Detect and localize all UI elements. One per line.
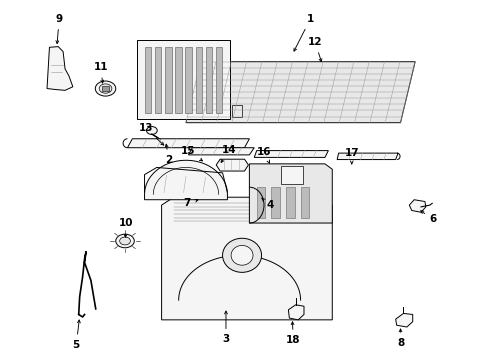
Polygon shape — [144, 160, 227, 200]
Ellipse shape — [95, 81, 116, 96]
Polygon shape — [185, 62, 414, 123]
Text: 17: 17 — [344, 148, 358, 164]
Text: 7: 7 — [183, 198, 198, 208]
Polygon shape — [395, 314, 412, 327]
Polygon shape — [195, 46, 202, 113]
Text: 18: 18 — [285, 322, 300, 345]
Polygon shape — [127, 139, 249, 148]
Text: 14: 14 — [221, 145, 236, 162]
Polygon shape — [285, 187, 294, 218]
Ellipse shape — [231, 246, 252, 265]
Polygon shape — [102, 86, 109, 91]
Ellipse shape — [116, 234, 134, 248]
Text: 16: 16 — [256, 147, 271, 163]
Polygon shape — [137, 40, 229, 119]
Text: 3: 3 — [222, 311, 229, 344]
Ellipse shape — [146, 127, 157, 134]
Polygon shape — [281, 166, 303, 184]
Text: 2: 2 — [165, 144, 172, 165]
Polygon shape — [288, 305, 304, 320]
Polygon shape — [175, 46, 181, 113]
Text: 15: 15 — [181, 145, 202, 161]
Text: 5: 5 — [73, 320, 80, 350]
Text: 9: 9 — [56, 14, 62, 44]
Polygon shape — [165, 46, 171, 113]
Ellipse shape — [120, 237, 130, 245]
Polygon shape — [47, 46, 73, 90]
Polygon shape — [336, 153, 397, 159]
Polygon shape — [300, 187, 309, 218]
Polygon shape — [232, 105, 242, 117]
Text: 4: 4 — [261, 198, 273, 210]
Text: 8: 8 — [396, 329, 404, 348]
Polygon shape — [256, 187, 265, 218]
Polygon shape — [254, 150, 328, 157]
Polygon shape — [271, 187, 280, 218]
Text: 1: 1 — [293, 14, 313, 51]
Ellipse shape — [222, 238, 261, 273]
Polygon shape — [155, 46, 161, 113]
Polygon shape — [144, 46, 151, 113]
Text: 10: 10 — [119, 219, 134, 237]
Polygon shape — [185, 46, 191, 113]
Polygon shape — [205, 46, 212, 113]
Ellipse shape — [99, 84, 112, 93]
Polygon shape — [188, 148, 254, 155]
Polygon shape — [215, 46, 222, 113]
Polygon shape — [249, 164, 331, 223]
Text: 6: 6 — [420, 211, 436, 224]
Text: 12: 12 — [307, 37, 322, 62]
Polygon shape — [408, 200, 425, 212]
Polygon shape — [161, 197, 331, 320]
Text: 11: 11 — [93, 62, 108, 83]
Polygon shape — [216, 159, 248, 171]
Text: 13: 13 — [139, 123, 163, 145]
